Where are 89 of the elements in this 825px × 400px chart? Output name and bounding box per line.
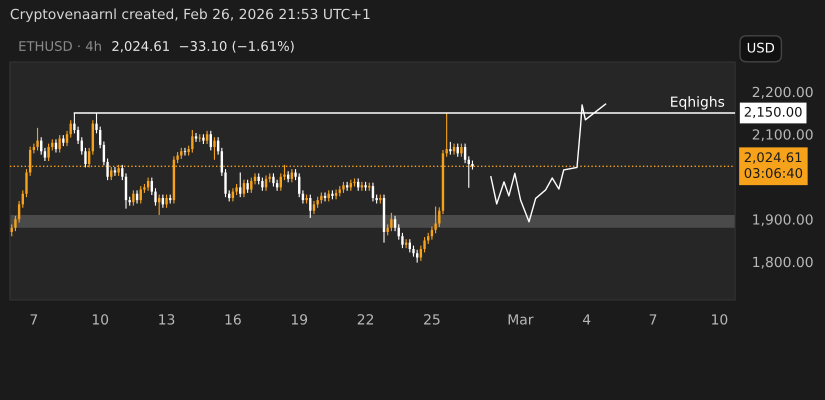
- candlestick: [176, 152, 179, 164]
- candlestick: [316, 196, 319, 208]
- candlestick: [264, 174, 268, 192]
- candlestick: [390, 212, 393, 232]
- candlestick: [272, 172, 275, 188]
- candlestick: [216, 136, 220, 156]
- annotation: Eqhighs: [671, 96, 724, 110]
- x-tick-label: 10: [712, 314, 728, 325]
- candlestick: [338, 186, 341, 197]
- series-label: 2,150.00: [744, 106, 802, 118]
- candlestick: [350, 179, 352, 192]
- candlestick: [250, 177, 253, 194]
- candlestick: [158, 194, 160, 216]
- candlestick: [70, 120, 72, 138]
- candlestick: [416, 249, 418, 264]
- candlestick: [386, 224, 389, 236]
- candlestick: [427, 232, 430, 244]
- text: USD: [748, 42, 774, 53]
- candlestick: [106, 158, 109, 181]
- candlestick: [257, 172, 260, 185]
- candlestick: [280, 172, 282, 192]
- candlestick: [320, 192, 323, 204]
- candlestick: [132, 190, 135, 206]
- x-tick-label: 10: [92, 314, 108, 325]
- y-tick-label: 2,100.00: [752, 129, 813, 142]
- candlestick: [328, 190, 330, 202]
- candlestick: [408, 238, 412, 253]
- candlestick: [10, 224, 13, 237]
- candlestick: [261, 177, 264, 192]
- x-tick-label: 16: [226, 314, 241, 325]
- x-tick-label: 19: [292, 314, 308, 325]
- candlestick: [368, 182, 370, 192]
- candlestick: [180, 147, 182, 160]
- candlestick: [309, 194, 312, 219]
- candlestick: [32, 143, 36, 154]
- candlestick: [334, 188, 338, 200]
- candlestick: [40, 136, 42, 156]
- candlestick: [210, 130, 212, 151]
- text: Cryptovenaarnl created, Feb 26, 2026 21:53 UTC+1: [10, 8, 370, 22]
- candlestick: [121, 164, 124, 181]
- x-tick-label: 7: [650, 314, 656, 324]
- y-tick-label: 2,200.00: [752, 86, 813, 99]
- candlestick: [150, 177, 153, 196]
- y-tick-label: 1,800.00: [753, 256, 813, 269]
- candlestick: [202, 134, 205, 145]
- candlestick: [110, 166, 112, 181]
- candlestick: [438, 206, 440, 228]
- candlestick: [47, 143, 50, 162]
- candlestick: [242, 179, 246, 198]
- candlestick: [460, 143, 463, 158]
- candlestick: [298, 172, 300, 198]
- candlestick: [220, 147, 224, 176]
- candlestick: [420, 245, 422, 262]
- candlestick: [445, 112, 448, 158]
- candlestick: [430, 226, 434, 240]
- candlestick: [449, 141, 452, 156]
- candlestick: [398, 224, 400, 240]
- x-tick-label: Mar: [508, 314, 534, 325]
- candlestick: [58, 134, 61, 154]
- x-tick-label: 7: [30, 314, 38, 324]
- candlestick: [434, 206, 437, 234]
- candlestick: [146, 177, 150, 192]
- candlestick: [239, 172, 242, 198]
- candlestick: [232, 188, 234, 202]
- chart-subtitle: 2,024.61 −33.10 (−1.61%): [112, 40, 294, 53]
- candlestick: [169, 194, 172, 204]
- chart-title: ETHUSD · 4h: [19, 40, 101, 52]
- candlestick: [162, 194, 164, 208]
- candlestick: [276, 179, 278, 192]
- candlestick: [357, 178, 360, 192]
- candlestick: [206, 130, 208, 145]
- candlestick: [187, 145, 190, 156]
- candlestick: [246, 179, 249, 194]
- candlestick: [456, 143, 459, 158]
- candlestick: [228, 190, 230, 202]
- candlestick: [136, 190, 138, 204]
- x-tick-label: 4: [582, 314, 590, 324]
- candlestick: [290, 168, 294, 183]
- x-tick-label: 22: [358, 314, 374, 324]
- candlestick: [286, 170, 290, 183]
- candlestick: [235, 183, 238, 196]
- y-tick-label: 1,900.00: [753, 214, 813, 226]
- candlestick: [191, 129, 194, 154]
- candlestick: [62, 134, 65, 147]
- x-tick-label: 25: [424, 314, 440, 325]
- candlestick: [198, 134, 201, 142]
- x-tick-label: 13: [159, 314, 174, 325]
- ref-line-label: 2,024.61 03:06:40: [744, 152, 802, 178]
- candlestick: [140, 186, 142, 204]
